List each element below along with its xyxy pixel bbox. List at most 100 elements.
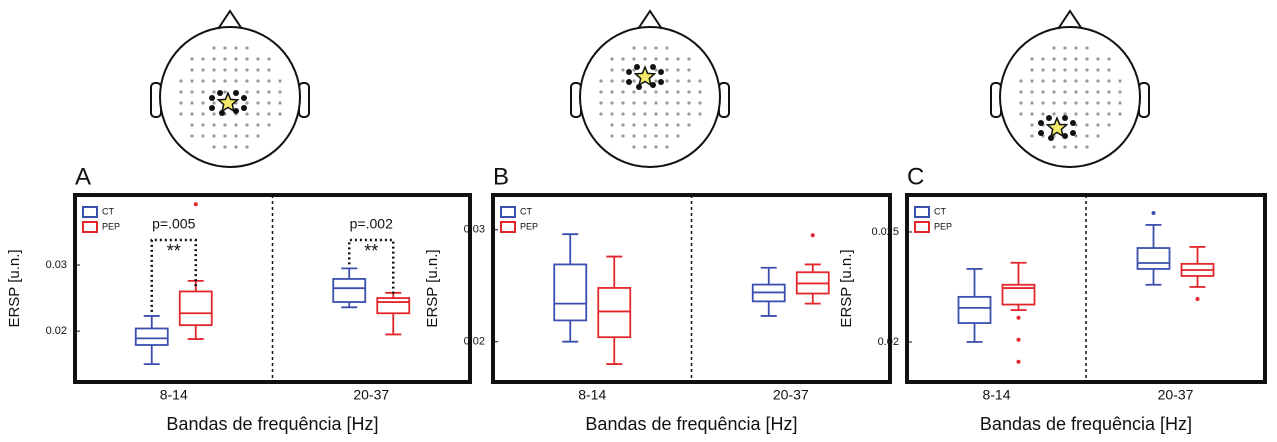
electrode <box>1118 112 1121 115</box>
electrode <box>212 101 215 104</box>
electrode <box>1096 123 1099 126</box>
box <box>136 328 168 345</box>
electrode <box>1052 57 1055 60</box>
legend-label: CT <box>520 206 532 216</box>
electrode <box>190 57 193 60</box>
electrode <box>256 90 259 93</box>
electrode <box>1041 112 1044 115</box>
electrode <box>1041 57 1044 60</box>
electrode <box>190 90 193 93</box>
y-axis-label: ERSP [u.n.] <box>838 249 855 327</box>
electrode-cluster <box>1038 120 1044 126</box>
x-axis-label: Bandas de frequência [Hz] <box>980 414 1192 434</box>
electrode <box>212 134 215 137</box>
y-tick-label: 0.02 <box>878 336 899 348</box>
electrode <box>654 134 657 137</box>
electrode <box>1107 68 1110 71</box>
electrode <box>234 57 237 60</box>
electrode <box>256 79 259 82</box>
electrode <box>599 90 602 93</box>
electrode <box>654 79 657 82</box>
electrode <box>1096 79 1099 82</box>
outlier <box>1017 338 1021 342</box>
electrode <box>676 134 679 137</box>
electrode <box>654 90 657 93</box>
electrode <box>245 46 248 49</box>
electrode <box>1074 79 1077 82</box>
electrode-cluster <box>209 95 215 101</box>
electrode <box>1085 79 1088 82</box>
electrode <box>1041 90 1044 93</box>
electrode <box>632 112 635 115</box>
electrode <box>256 101 259 104</box>
electrode <box>665 90 668 93</box>
electrode <box>223 145 226 148</box>
electrode <box>1085 145 1088 148</box>
legend-label: CT <box>102 206 114 216</box>
electrode <box>1085 112 1088 115</box>
panel-label: B <box>493 163 509 190</box>
electrode <box>1019 90 1022 93</box>
electrode <box>278 90 281 93</box>
electrode <box>1052 112 1055 115</box>
electrode-cluster <box>658 79 664 85</box>
y-tick-label: 0.03 <box>46 259 67 271</box>
electrode <box>676 79 679 82</box>
y-axis-label: ERSP [u.n.] <box>424 249 441 327</box>
electrode <box>665 46 668 49</box>
electrode <box>1052 90 1055 93</box>
electrode <box>212 145 215 148</box>
electrode <box>665 101 668 104</box>
electrode <box>179 79 182 82</box>
electrode <box>1063 57 1066 60</box>
electrode <box>267 57 270 60</box>
electrode <box>687 68 690 71</box>
electrode <box>643 90 646 93</box>
electrode <box>610 68 613 71</box>
electrode <box>698 112 701 115</box>
electrode <box>245 68 248 71</box>
electrode <box>256 57 259 60</box>
electrode <box>1085 123 1088 126</box>
electrode <box>1019 79 1022 82</box>
electrode <box>201 79 204 82</box>
x-tick-label: 8-14 <box>578 387 606 403</box>
electrode <box>1096 57 1099 60</box>
electrode-cluster <box>1046 115 1052 121</box>
electrode-cluster <box>626 69 632 75</box>
electrode <box>1074 145 1077 148</box>
electrode <box>1074 68 1077 71</box>
electrode <box>610 134 613 137</box>
legend-swatch <box>83 207 97 217</box>
legend-label: PEP <box>520 221 538 231</box>
electrode <box>1074 46 1077 49</box>
electrode <box>201 123 204 126</box>
electrode <box>212 46 215 49</box>
electrode <box>643 145 646 148</box>
x-tick-label: 20-37 <box>1158 387 1194 403</box>
electrode <box>621 90 624 93</box>
outlier <box>1152 211 1156 215</box>
electrode <box>1030 79 1033 82</box>
electrode <box>621 101 624 104</box>
electrode <box>1041 101 1044 104</box>
electrode <box>1063 145 1066 148</box>
electrode <box>687 112 690 115</box>
x-tick-label: 8-14 <box>982 387 1010 403</box>
electrode <box>1085 90 1088 93</box>
electrode <box>654 46 657 49</box>
electrode <box>687 101 690 104</box>
electrode <box>698 90 701 93</box>
electrode <box>223 57 226 60</box>
electrode <box>643 46 646 49</box>
legend-swatch <box>501 222 515 232</box>
electrode <box>190 134 193 137</box>
panel-label: C <box>907 163 924 190</box>
electrode <box>1063 68 1066 71</box>
electrode <box>179 90 182 93</box>
electrode <box>1030 112 1033 115</box>
electrode <box>256 68 259 71</box>
electrode <box>1030 123 1033 126</box>
electrode <box>610 79 613 82</box>
electrode <box>1074 90 1077 93</box>
